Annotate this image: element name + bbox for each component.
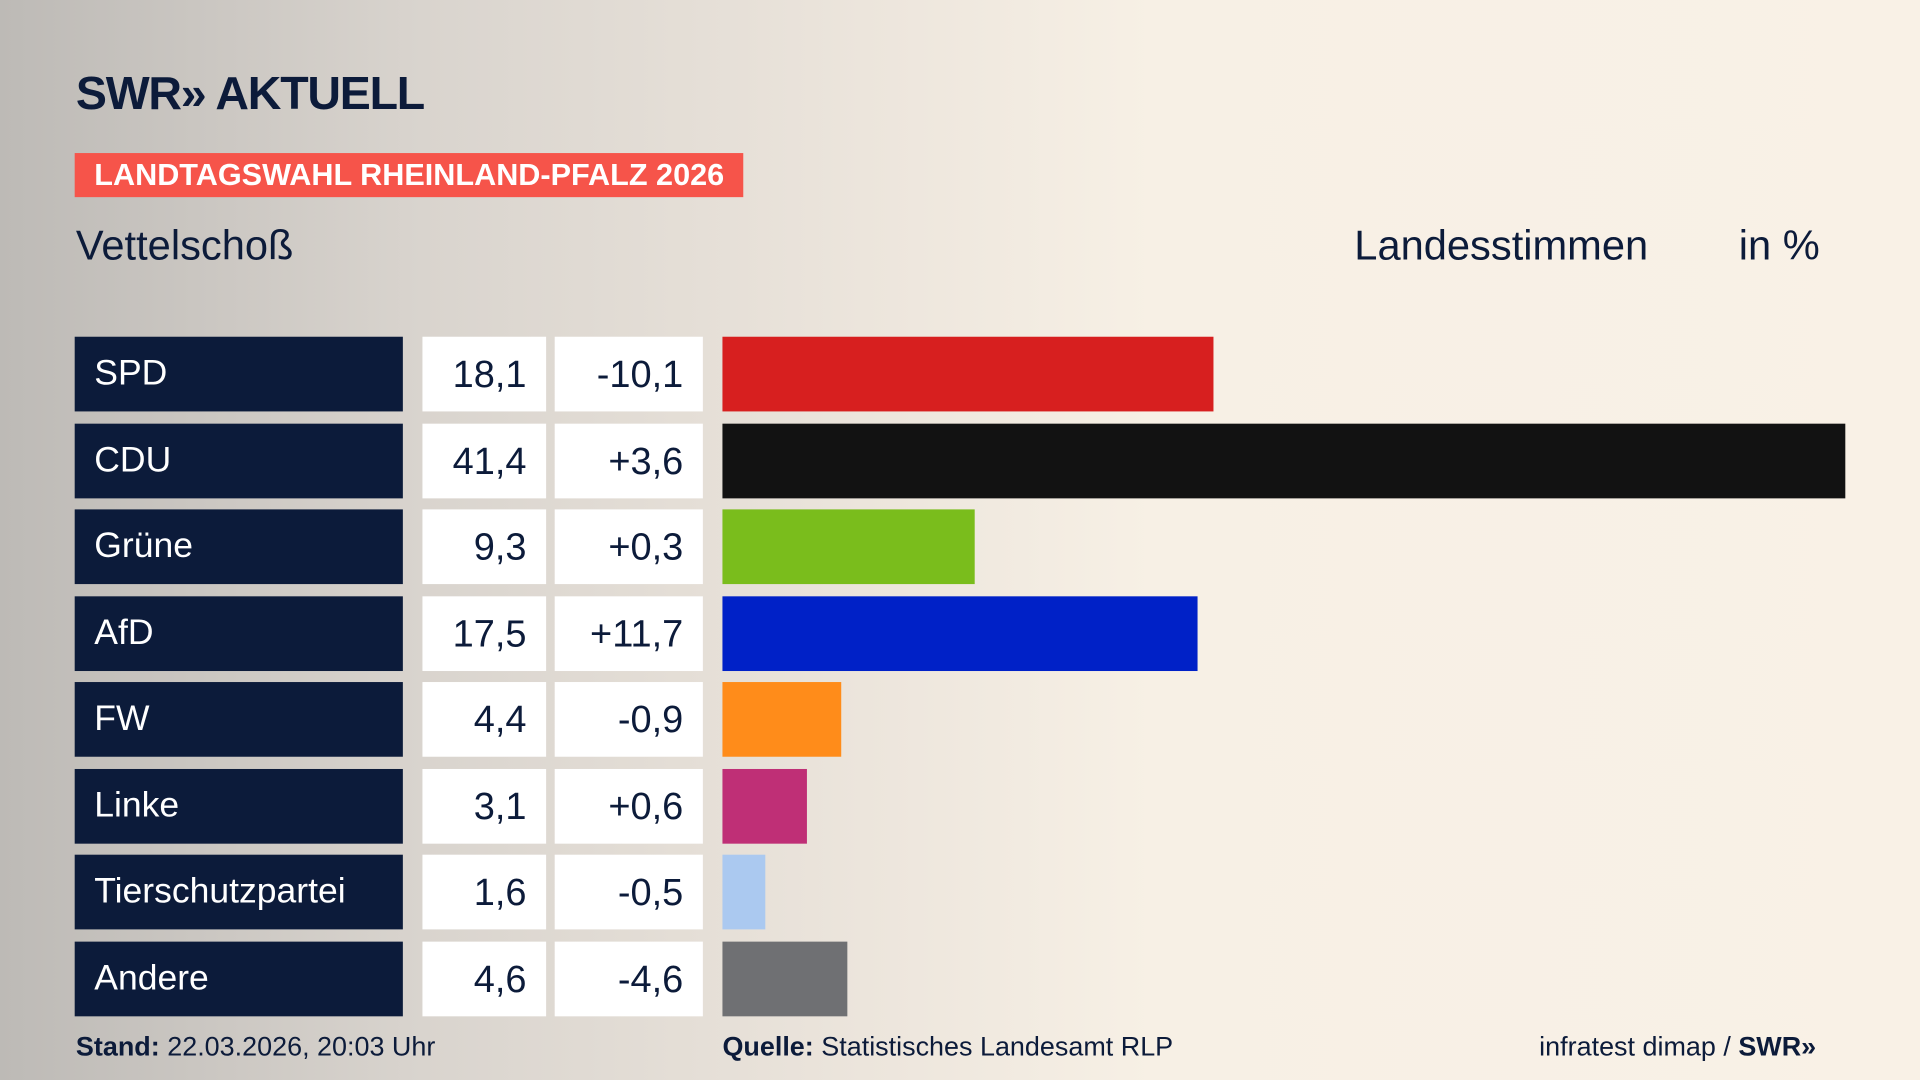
party-row: FW 4,4 -0,9 (0, 682, 1920, 757)
bar (722, 854, 766, 930)
timestamp: Stand: 22.03.2026, 20:03 Uhr (76, 1031, 435, 1063)
stand-value: 22.03.2026, 20:03 Uhr (167, 1031, 436, 1062)
value-label: 3,1 (422, 768, 547, 844)
swr-aktuell-logo: SWR» AKTUELL (75, 68, 425, 121)
party-label: AfD (74, 595, 403, 671)
value-label: 41,4 (422, 423, 547, 498)
party-row: Grüne 9,3 +0,3 (0, 509, 1920, 585)
party-row: SPD 18,1 -10,1 (0, 336, 1920, 412)
value-label: 1,6 (422, 854, 547, 930)
party-label: Andere (74, 941, 403, 1016)
place-title: Vettelschoß (75, 222, 294, 270)
party-row: Andere 4,6 -4,6 (0, 941, 1920, 1016)
value-label: 18,1 (422, 336, 547, 412)
change-label: -4,6 (554, 941, 703, 1016)
party-label: Grüne (74, 509, 403, 585)
change-label: +0,6 (554, 768, 703, 844)
bar (722, 682, 842, 757)
source: Quelle: Statistisches Landesamt RLP (722, 1031, 1173, 1063)
value-label: 9,3 (422, 509, 547, 585)
party-label: CDU (74, 423, 403, 498)
election-tag: LANDTAGSWAHL RHEINLAND-PFALZ 2026 (74, 153, 744, 198)
party-row: AfD 17,5 +11,7 (0, 595, 1920, 671)
measure-label: Landesstimmen (1354, 222, 1649, 270)
change-label: +11,7 (554, 595, 703, 671)
value-label: 4,6 (422, 941, 547, 1016)
bar (722, 595, 1198, 671)
change-label: -0,9 (554, 682, 703, 757)
value-label: 4,4 (422, 682, 547, 757)
bar (722, 941, 848, 1016)
credit: infratest dimap / SWR» (1539, 1031, 1816, 1063)
change-label: -0,5 (554, 854, 703, 930)
source-value: Statistisches Landesamt RLP (821, 1031, 1174, 1062)
bar (722, 768, 807, 844)
change-label: -10,1 (554, 336, 703, 412)
change-label: +3,6 (554, 423, 703, 498)
credit-text: infratest dimap / (1539, 1031, 1739, 1062)
swr-logo: SWR» (1738, 1031, 1817, 1062)
source-label: Quelle: (722, 1031, 814, 1062)
unit-label: in % (1738, 222, 1820, 270)
bar (722, 423, 1846, 498)
party-row: CDU 41,4 +3,6 (0, 423, 1920, 498)
party-label: Linke (74, 768, 403, 844)
party-label: SPD (74, 336, 403, 412)
party-label: Tierschutzpartei (74, 854, 403, 930)
value-label: 17,5 (422, 595, 547, 671)
party-row: Linke 3,1 +0,6 (0, 768, 1920, 844)
change-label: +0,3 (554, 509, 703, 585)
stand-label: Stand: (75, 1031, 160, 1062)
party-label: FW (74, 682, 403, 757)
party-row: Tierschutzpartei 1,6 -0,5 (0, 854, 1920, 930)
bar (722, 336, 1214, 412)
bar (722, 509, 975, 585)
